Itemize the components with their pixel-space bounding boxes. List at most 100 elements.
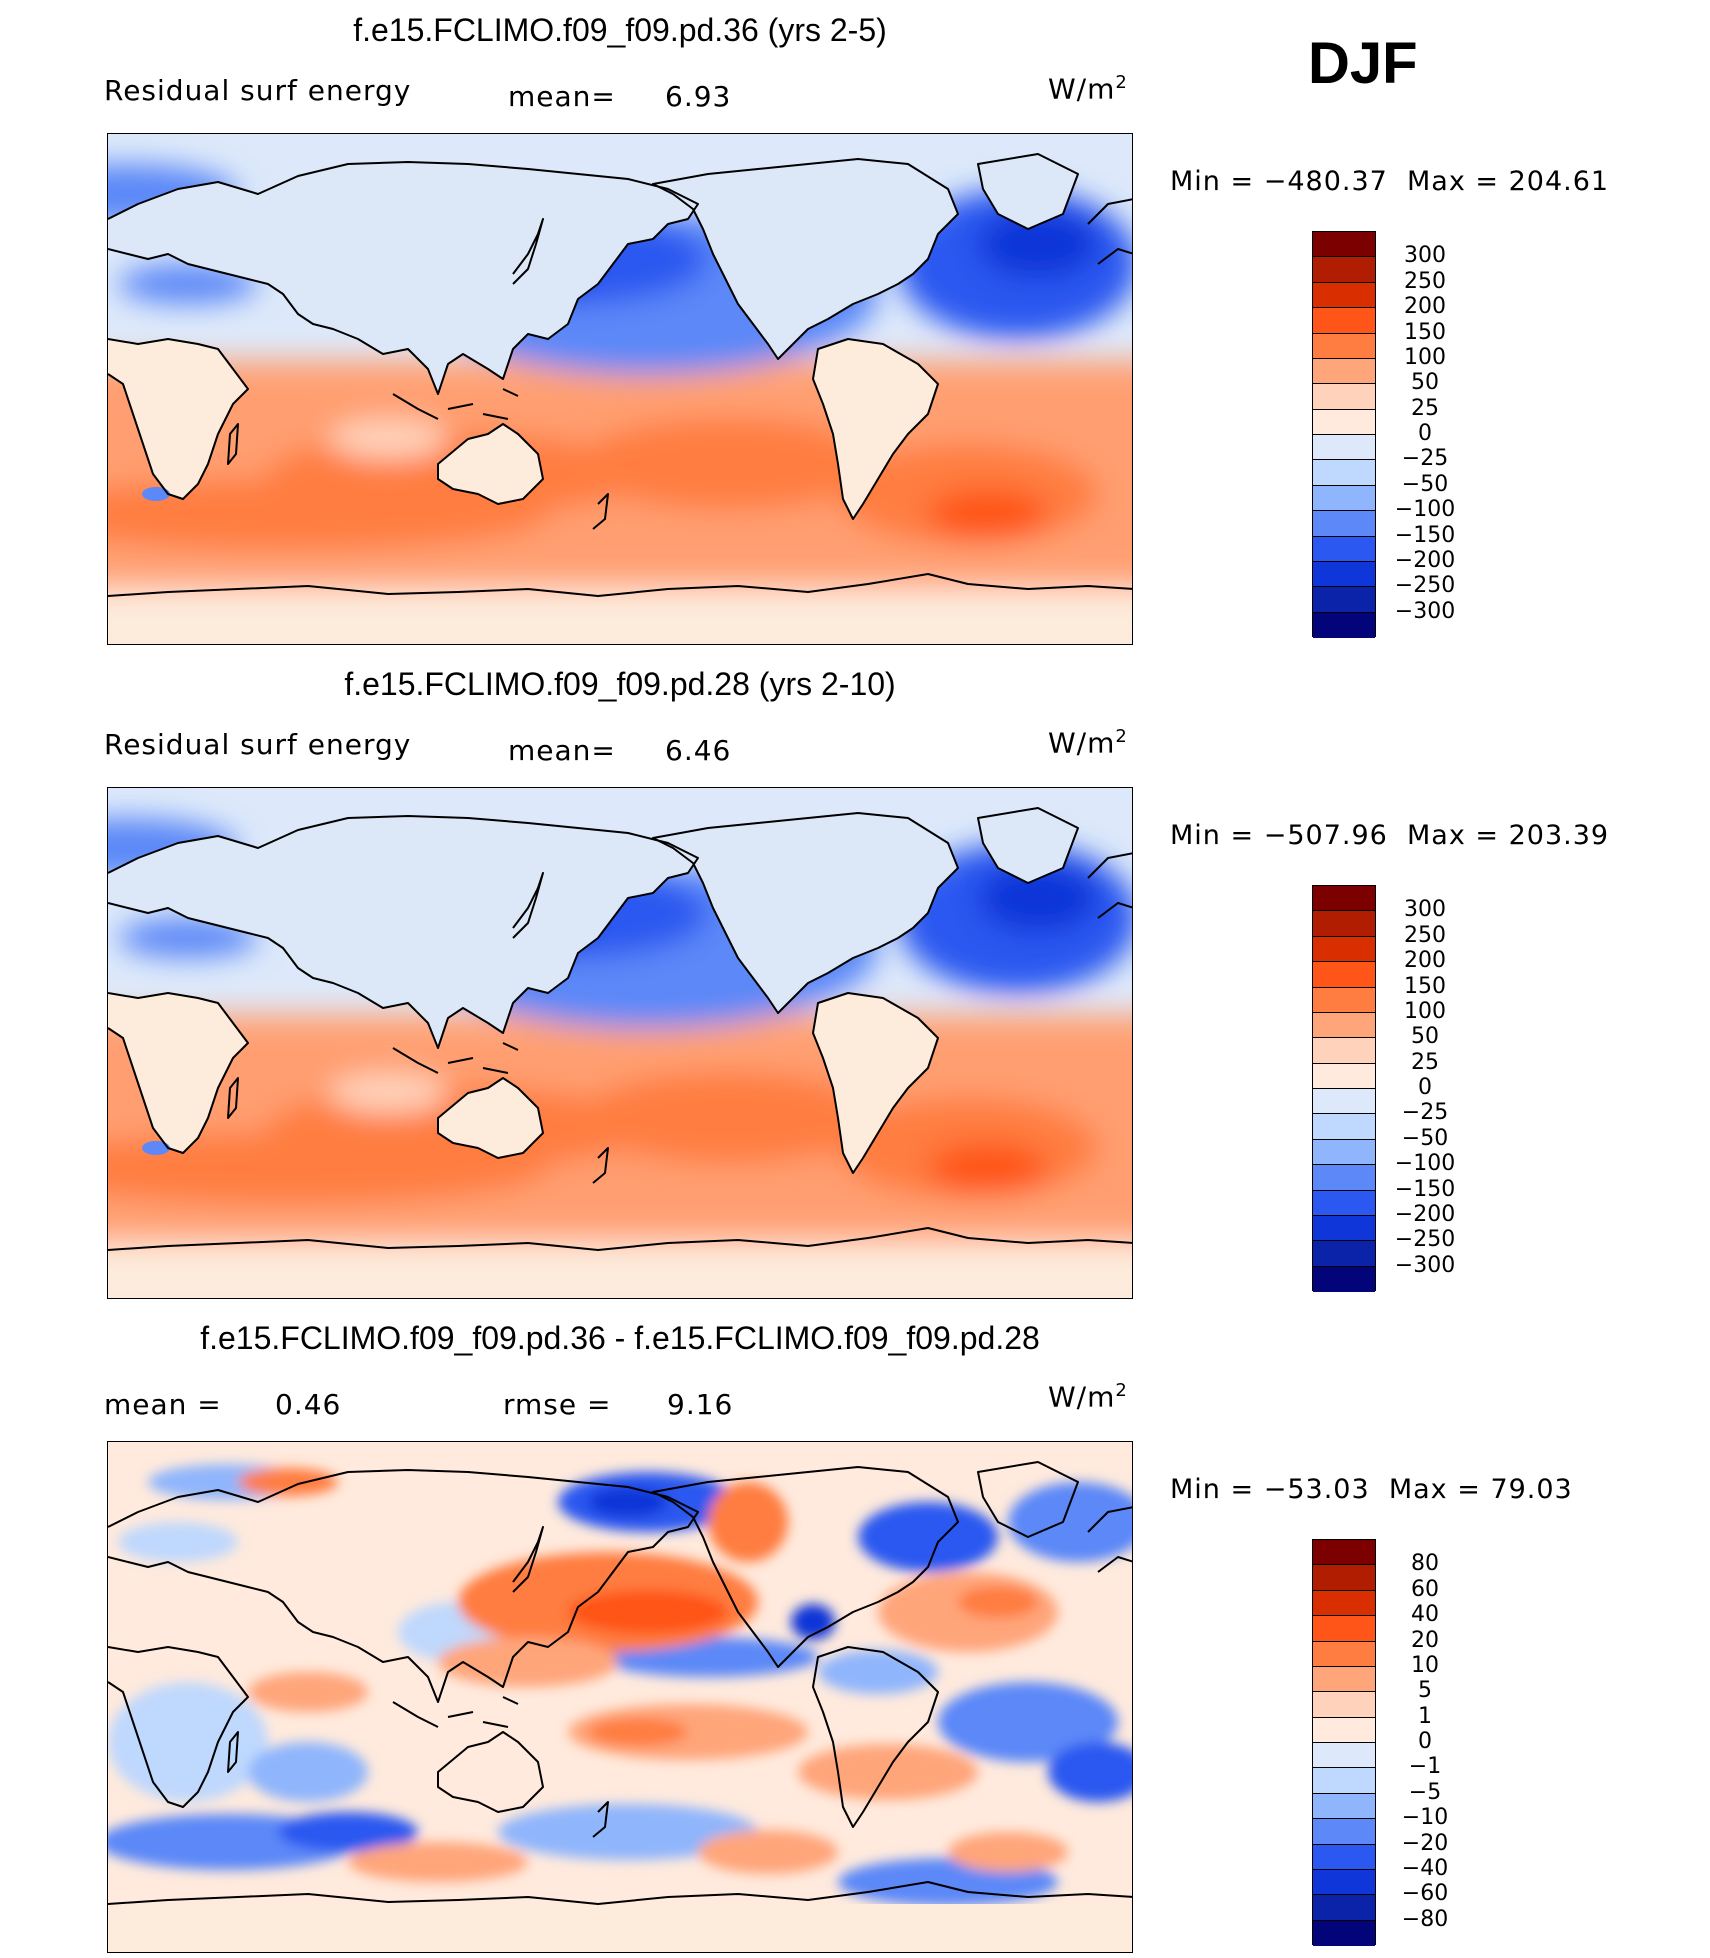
colorbar-swatch xyxy=(1313,1869,1375,1896)
colorbar-tick-label: −200 xyxy=(1394,547,1456,573)
colorbar-tick-label: −50 xyxy=(1401,1125,1449,1151)
colorbar-tick-label: −80 xyxy=(1401,1906,1449,1932)
colorbar-swatch xyxy=(1313,1717,1375,1743)
colorbar-swatch xyxy=(1313,1012,1375,1039)
colorbar-swatch xyxy=(1313,1089,1375,1115)
panel-2-colorbar xyxy=(1312,885,1376,1292)
colorbar-swatch xyxy=(1313,1920,1375,1946)
panel-3-mean-label: mean = xyxy=(104,1388,222,1421)
colorbar-swatch xyxy=(1313,511,1375,537)
panel-3-min-max: Min = −53.03 Max = 79.03 xyxy=(1170,1474,1573,1505)
colorbar-swatch xyxy=(1313,257,1375,283)
panel-1-map xyxy=(107,133,1133,645)
panel-2-min-max: Min = −507.96 Max = 203.39 xyxy=(1170,820,1610,851)
panel-1-mean-label: mean= xyxy=(508,80,616,113)
panel-2-units: W/m2 xyxy=(1048,726,1128,760)
colorbar-tick-label: 5 xyxy=(1418,1678,1432,1704)
colorbar-swatch xyxy=(1313,1139,1375,1166)
colorbar-tick-label: −1 xyxy=(1408,1754,1442,1780)
colorbar-swatch xyxy=(1313,1895,1375,1921)
colorbar-swatch xyxy=(1313,1819,1375,1845)
colorbar-swatch xyxy=(1313,561,1375,588)
colorbar-tick-label: 0 xyxy=(1418,1729,1432,1754)
colorbar-tick-label: 20 xyxy=(1411,1627,1439,1653)
colorbar-swatch xyxy=(1313,1590,1375,1617)
colorbar-swatch xyxy=(1313,1165,1375,1191)
panel-2-mean-label: mean= xyxy=(508,734,616,767)
panel-3-units: W/m2 xyxy=(1048,1380,1128,1414)
colorbar-swatch xyxy=(1313,409,1375,435)
colorbar-tick-label: 150 xyxy=(1404,973,1446,999)
colorbar-tick-label: −300 xyxy=(1394,1252,1456,1278)
colorbar-swatch xyxy=(1313,1215,1375,1242)
colorbar-tick-label: 50 xyxy=(1411,370,1439,396)
colorbar-tick-label: 250 xyxy=(1404,922,1446,948)
colorbar-swatch xyxy=(1313,936,1375,963)
colorbar-tick-label: −10 xyxy=(1401,1805,1449,1831)
colorbar-swatch xyxy=(1313,536,1375,562)
colorbar-tick-label: 25 xyxy=(1411,395,1439,421)
panel-1-mean-value: 6.93 xyxy=(665,80,732,113)
colorbar-tick-label: −100 xyxy=(1394,1151,1456,1177)
colorbar-tick-label: −200 xyxy=(1394,1201,1456,1227)
panel-3-colorbar xyxy=(1312,1539,1376,1946)
colorbar-tick-label: −150 xyxy=(1394,1176,1456,1202)
colorbar-swatch xyxy=(1313,886,1375,912)
colorbar-swatch xyxy=(1313,987,1375,1013)
panel-2-title: f.e15.FCLIMO.f09_f09.pd.28 (yrs 2-10) xyxy=(344,666,896,702)
colorbar-swatch xyxy=(1313,1540,1375,1566)
panel-2-variable-label: Residual surf energy xyxy=(104,728,412,761)
panel-1-title: f.e15.FCLIMO.f09_f09.pd.36 (yrs 2-5) xyxy=(353,12,887,48)
colorbar-swatch xyxy=(1313,308,1375,334)
panel-2-map xyxy=(107,787,1133,1299)
colorbar-swatch xyxy=(1313,282,1375,309)
colorbar-tick-label: 10 xyxy=(1411,1652,1439,1678)
colorbar-swatch xyxy=(1313,384,1375,410)
colorbar-tick-label: 200 xyxy=(1404,948,1446,974)
colorbar-swatch xyxy=(1313,1743,1375,1769)
colorbar-swatch xyxy=(1313,435,1375,461)
colorbar-tick-label: −25 xyxy=(1401,446,1449,472)
colorbar-tick-label: −5 xyxy=(1408,1779,1442,1805)
colorbar-swatch xyxy=(1313,1038,1375,1064)
colorbar-tick-label: −25 xyxy=(1401,1100,1449,1126)
panel-3-map xyxy=(107,1441,1133,1953)
colorbar-swatch xyxy=(1313,232,1375,258)
colorbar-swatch xyxy=(1313,485,1375,512)
colorbar-tick-label: 150 xyxy=(1404,319,1446,345)
colorbar-tick-label: 0 xyxy=(1418,1075,1432,1100)
colorbar-swatch xyxy=(1313,1063,1375,1089)
colorbar-tick-label: −150 xyxy=(1394,522,1456,548)
colorbar-swatch xyxy=(1313,1616,1375,1642)
colorbar-swatch xyxy=(1313,1768,1375,1794)
colorbar-tick-label: −40 xyxy=(1401,1855,1449,1881)
colorbar-tick-label: −20 xyxy=(1401,1830,1449,1856)
colorbar-tick-label: 300 xyxy=(1404,243,1446,269)
colorbar-swatch xyxy=(1313,1114,1375,1140)
panel-1-units: W/m2 xyxy=(1048,72,1128,106)
panel-2-mean-value: 6.46 xyxy=(665,734,732,767)
colorbar-swatch xyxy=(1313,1692,1375,1718)
panel-1-colorbar xyxy=(1312,231,1376,638)
panel-1-variable-label: Residual surf energy xyxy=(104,74,412,107)
colorbar-tick-label: −100 xyxy=(1394,497,1456,523)
colorbar-tick-label: −60 xyxy=(1401,1881,1449,1907)
colorbar-swatch xyxy=(1313,962,1375,988)
colorbar-tick-label: −250 xyxy=(1394,573,1456,599)
colorbar-swatch xyxy=(1313,1844,1375,1870)
colorbar-swatch xyxy=(1313,1241,1375,1267)
colorbar-tick-label: −300 xyxy=(1394,598,1456,624)
colorbar-tick-label: 250 xyxy=(1404,268,1446,294)
colorbar-tick-label: 300 xyxy=(1404,897,1446,923)
colorbar-swatch xyxy=(1313,1793,1375,1820)
colorbar-tick-label: 200 xyxy=(1404,294,1446,320)
colorbar-swatch xyxy=(1313,1666,1375,1693)
colorbar-swatch xyxy=(1313,1190,1375,1216)
colorbar-tick-label: 60 xyxy=(1411,1576,1439,1602)
colorbar-swatch xyxy=(1313,1266,1375,1292)
colorbar-swatch xyxy=(1313,358,1375,385)
panel-3-rmse-label: rmse = xyxy=(503,1388,612,1421)
colorbar-tick-label: 40 xyxy=(1411,1602,1439,1628)
colorbar-tick-label: 80 xyxy=(1411,1551,1439,1577)
colorbar-tick-label: −250 xyxy=(1394,1227,1456,1253)
